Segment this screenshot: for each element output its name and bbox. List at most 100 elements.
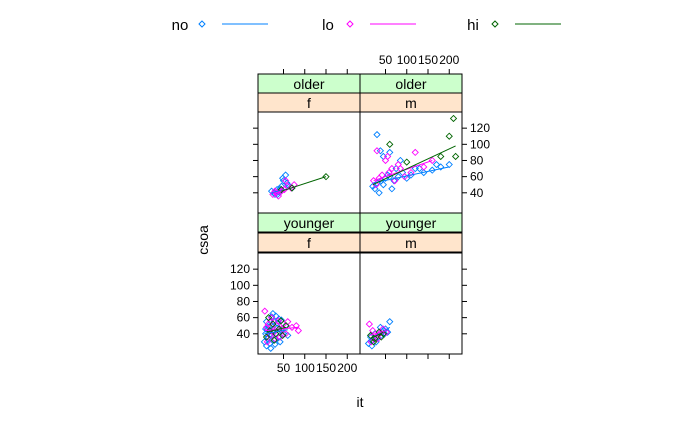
data-point-lo: [266, 331, 274, 340]
legend-item-hi: hi: [467, 17, 561, 34]
fit-line-lo: [369, 330, 387, 336]
legend-marker: [491, 20, 499, 28]
fit-line-no: [372, 166, 450, 184]
data-point-lo: [267, 314, 276, 322]
data-point-hi: [375, 328, 383, 336]
data-point-lo: [411, 148, 419, 157]
strip-sex-label: m: [405, 95, 417, 111]
data-point-hi: [262, 333, 271, 341]
x-tick-label-top: 50: [379, 53, 393, 67]
data-point-no: [284, 331, 292, 340]
strip-age-label: older: [395, 76, 426, 92]
panel-older-m: older m: [359, 73, 463, 214]
data-point-lo: [261, 307, 269, 315]
y-tick-label-left: 120: [230, 262, 250, 276]
fit-line-hi: [372, 145, 456, 186]
y-tick-label-right: 60: [470, 170, 484, 184]
legend: no lo hi: [172, 17, 561, 34]
data-point-hi: [277, 317, 285, 325]
legend-label: no: [172, 17, 189, 34]
data-point-no: [386, 148, 394, 157]
data-point-no: [267, 344, 275, 352]
legend-item-lo: lo: [322, 17, 416, 34]
y-tick-label-right: 120: [470, 121, 490, 135]
x-tick-label-bottom: 50: [277, 361, 291, 375]
y-tick-label-left: 100: [230, 278, 250, 292]
data-point-hi: [279, 331, 287, 340]
data-point-hi: [445, 132, 453, 140]
data-point-lo: [367, 338, 375, 346]
data-point-no: [371, 185, 379, 193]
data-point-lo: [369, 326, 377, 335]
x-axis-label: it: [357, 394, 364, 410]
strip-age-label: older: [293, 76, 324, 92]
fit-line-hi: [266, 326, 287, 333]
data-point-no: [364, 339, 373, 348]
y-tick-label-right: 80: [470, 153, 484, 167]
x-tick-label-top: 200: [439, 53, 459, 67]
fit-line-no: [264, 329, 288, 335]
data-point-lo: [276, 333, 284, 341]
y-tick-label-right: 40: [470, 186, 484, 200]
data-point-hi: [437, 152, 445, 161]
data-point-lo: [263, 338, 271, 346]
strip-age: [359, 212, 463, 233]
panel-older-f: older f: [257, 73, 361, 214]
data-point-no: [428, 166, 436, 174]
legend-marker: [346, 20, 354, 28]
x-tick-label-bottom: 100: [295, 361, 315, 375]
data-point-lo: [407, 168, 415, 177]
x-tick-label-bottom: 200: [337, 361, 357, 375]
x-tick-label-top: 150: [418, 53, 438, 67]
data-point-no: [386, 318, 394, 326]
y-tick-label-left: 60: [237, 311, 251, 325]
data-point-lo: [281, 177, 290, 185]
data-point-hi: [403, 158, 411, 166]
plot-area: [359, 252, 463, 355]
fit-line-hi: [281, 176, 327, 192]
fit-line-hi: [370, 331, 384, 340]
data-point-no: [437, 163, 445, 171]
data-point-no: [283, 179, 291, 187]
data-point-hi: [449, 114, 458, 123]
data-point-no: [392, 164, 400, 173]
panel-younger-f: younger f: [257, 212, 361, 355]
data-point-lo: [383, 152, 392, 161]
data-point-lo: [292, 322, 300, 330]
data-point-lo: [271, 335, 279, 343]
data-point-lo: [365, 320, 373, 328]
data-point-lo: [274, 192, 283, 200]
strip-sex-label: f: [307, 235, 311, 251]
strip-age-label: younger: [284, 215, 335, 231]
data-point-no: [375, 189, 383, 197]
legend-marker: [198, 20, 206, 28]
data-point-hi: [377, 333, 385, 341]
data-point-no: [379, 181, 388, 189]
strip-sex: [359, 232, 463, 253]
data-point-hi: [269, 320, 277, 328]
y-tick-label-left: 40: [237, 327, 251, 341]
data-point-no: [379, 152, 388, 161]
data-point-hi: [386, 140, 394, 148]
strip-sex-label: m: [405, 235, 417, 251]
strip-sex-label: f: [307, 95, 311, 111]
panel-younger-m: younger m: [359, 212, 463, 355]
panels: older f older m younger f younger m: [257, 73, 463, 355]
data-point-hi: [277, 185, 286, 194]
legend-item-no: no: [172, 17, 268, 34]
y-tick-label-right: 100: [470, 137, 490, 151]
data-point-hi: [322, 173, 330, 181]
data-point-lo: [394, 160, 402, 169]
data-point-lo: [274, 317, 283, 325]
data-point-no: [271, 340, 279, 348]
data-point-no: [403, 174, 411, 182]
legend-label: hi: [467, 17, 479, 34]
data-point-lo: [290, 181, 298, 189]
data-point-lo: [271, 187, 279, 195]
data-point-lo: [391, 177, 399, 185]
data-point-hi: [369, 338, 378, 346]
plot-area: [257, 252, 361, 355]
data-point-no: [388, 185, 396, 193]
data-point-no: [269, 309, 277, 318]
